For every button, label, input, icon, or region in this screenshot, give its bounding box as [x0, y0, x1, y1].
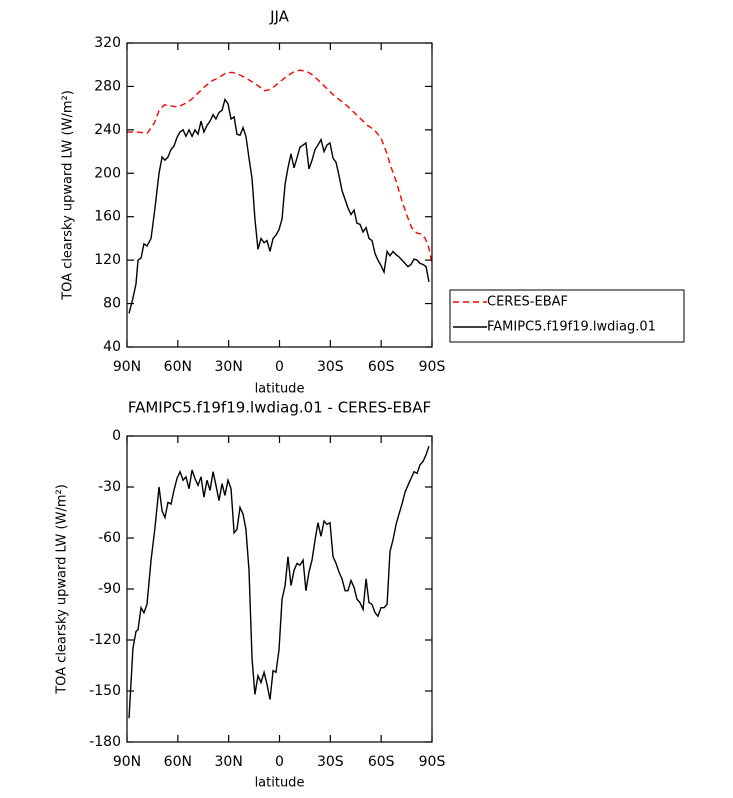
legend-label: CERES-EBAF [487, 295, 568, 310]
y-tick-label: -60 [98, 530, 121, 546]
x-tick-label: 90N [113, 754, 141, 770]
y-tick-label: 120 [94, 252, 121, 268]
y-axis-label: TOA clearsky upward LW (W/m²) [61, 90, 76, 301]
x-tick-label: 0 [275, 359, 284, 375]
y-tick-label: 320 [94, 35, 121, 51]
chart-title: FAMIPC5.f19f19.lwdiag.01 - CERES-EBAF [128, 399, 431, 417]
y-tick-label: 280 [94, 78, 121, 94]
x-tick-label: 30N [215, 754, 243, 770]
y-tick-label: -180 [89, 734, 121, 750]
legend-label: FAMIPC5.f19f19.lwdiag.01 [487, 320, 656, 335]
y-tick-label: -150 [89, 683, 121, 699]
y-tick-label: 80 [103, 296, 121, 312]
y-tick-label: 40 [103, 339, 121, 355]
x-tick-label: 30N [215, 359, 243, 375]
x-axis-label: latitude [255, 776, 305, 791]
x-tick-label: 0 [275, 754, 284, 770]
data-line [128, 445, 430, 719]
x-tick-label: 60S [368, 754, 395, 770]
x-tick-label: 60N [164, 754, 192, 770]
x-tick-label: 60N [164, 359, 192, 375]
chart-title: JJA [269, 8, 290, 26]
y-tick-label: -120 [89, 632, 121, 648]
x-axis-label: latitude [255, 382, 305, 397]
y-tick-label: 240 [94, 122, 121, 138]
plot-frame [126, 42, 433, 348]
plot-frame [126, 435, 433, 743]
y-axis-label: TOA clearsky upward LW (W/m²) [55, 484, 70, 695]
x-tick-label: 30S [317, 754, 344, 770]
y-tick-label: -30 [98, 479, 121, 495]
y-tick-label: 200 [94, 165, 121, 181]
y-tick-label: 160 [94, 209, 121, 225]
x-tick-label: 90N [113, 359, 141, 375]
y-tick-label: -90 [98, 581, 121, 597]
x-tick-label: 60S [368, 359, 395, 375]
x-tick-label: 30S [317, 359, 344, 375]
legend-box [449, 289, 685, 343]
data-line [127, 69, 433, 264]
data-line [128, 97, 430, 314]
y-tick-label: 0 [112, 428, 121, 444]
x-tick-label: 90S [419, 754, 446, 770]
x-tick-label: 90S [419, 359, 446, 375]
